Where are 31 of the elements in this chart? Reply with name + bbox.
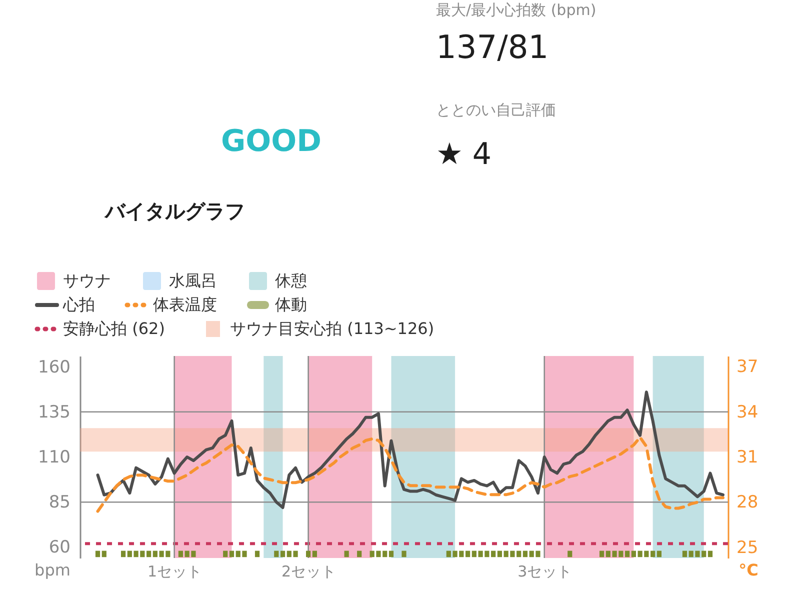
x-tick-label: 3セット [518, 562, 572, 580]
y2-tick-label: 31 [736, 448, 758, 468]
chart-title: バイタルグラフ [104, 199, 245, 223]
y-tick-label: 110 [38, 448, 70, 468]
y2-tick-label: 37 [736, 357, 758, 378]
y2-tick-label: 28 [736, 492, 758, 513]
text: GOOD [221, 124, 322, 159]
line-series [96, 436, 724, 513]
y-tick-label: 60 [48, 538, 70, 558]
x-tick-label: 1セット [148, 562, 202, 580]
legend-label: 体表温度 [153, 295, 217, 314]
y2-tick-label: 25 [736, 538, 758, 558]
text: ととのい自己評価 [436, 101, 556, 119]
legend-label: 休憩 [275, 271, 307, 290]
legend-label: 水風呂 [169, 271, 217, 290]
y2-tick-label: 34 [736, 402, 758, 422]
legend-label: 安静心拍 (62) [63, 319, 165, 338]
y-tick-label: 135 [38, 402, 70, 422]
text: 137/81 [436, 28, 549, 66]
text: 最大/最小心拍数 (bpm) [436, 1, 596, 19]
x-tick-label: 2セット [282, 562, 336, 580]
y2-axis-title: °C [738, 560, 758, 580]
text: ★ 4 [436, 137, 492, 172]
y-tick-label: 160 [38, 357, 70, 378]
y-tick-label: 85 [48, 492, 70, 513]
y-axis-title: bpm [34, 560, 70, 580]
legend-label: サウナ目安心拍 (113~126) [230, 319, 434, 338]
legend-label: サウナ [63, 271, 111, 290]
line-series [96, 390, 724, 509]
legend-label: 体動 [275, 295, 307, 314]
legend-label: 心拍 [62, 295, 95, 314]
